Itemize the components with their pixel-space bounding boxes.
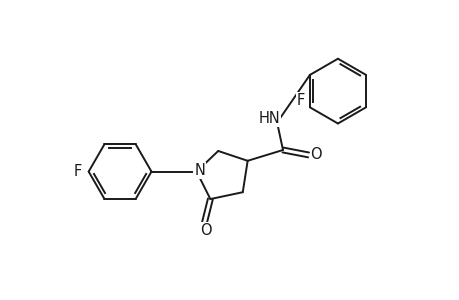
Text: O: O <box>199 223 211 238</box>
Text: HN: HN <box>258 111 280 126</box>
Text: N: N <box>194 163 205 178</box>
Text: F: F <box>73 164 82 179</box>
Text: F: F <box>297 93 304 108</box>
Text: O: O <box>310 147 321 162</box>
